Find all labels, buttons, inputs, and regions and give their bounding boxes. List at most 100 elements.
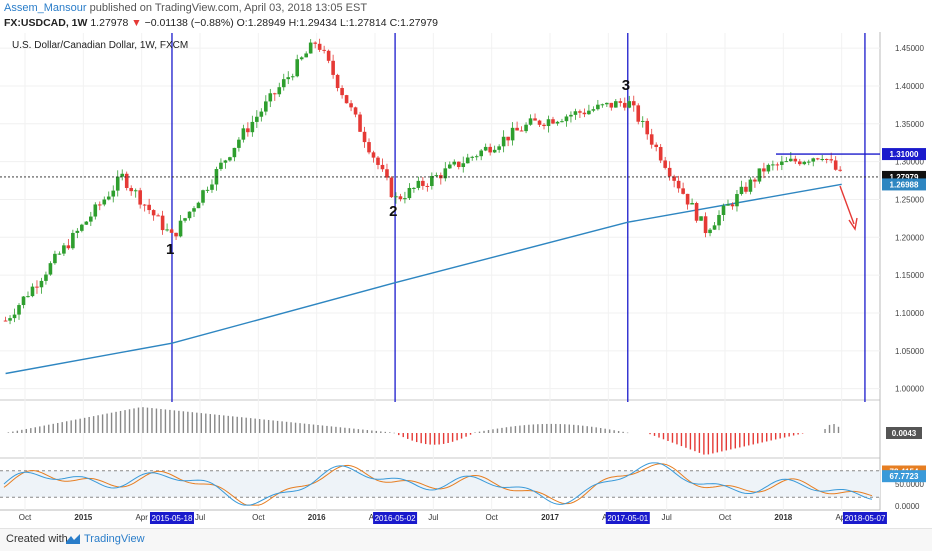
histogram-bar — [43, 425, 45, 433]
time-tick-label: Apr — [135, 513, 148, 522]
candle-body — [97, 204, 102, 206]
histogram-bar — [290, 422, 292, 433]
candle-body — [430, 176, 434, 187]
candle-body — [237, 139, 241, 148]
histogram-bar — [739, 433, 741, 448]
price-tick-label: 1.45000 — [895, 44, 924, 53]
histogram-bar — [721, 433, 723, 452]
histogram-bar — [496, 428, 499, 433]
histogram-bar — [613, 430, 615, 433]
histogram-bar — [281, 421, 283, 433]
histogram-bar — [272, 420, 274, 433]
candle-body — [272, 93, 277, 95]
price-axis[interactable]: 1.45000 1.40000 1.35000 1.30000 1.25000 1.200… — [895, 44, 924, 394]
time-tick-label: Jul — [195, 513, 205, 522]
histogram-bar — [837, 426, 840, 433]
histogram-bar — [577, 425, 579, 433]
histogram-bar — [514, 426, 517, 433]
tradingview-logo-icon — [66, 534, 80, 544]
candle-body — [519, 130, 524, 132]
candle-body — [537, 120, 542, 125]
candle-body — [228, 157, 232, 161]
histogram-bar — [187, 411, 189, 433]
publish-info: Assem_Mansour published on TradingView.c… — [4, 2, 367, 14]
histogram-bar — [200, 413, 203, 433]
histogram-bar — [752, 433, 754, 445]
histogram-bar — [649, 433, 651, 435]
candle-body — [416, 180, 421, 188]
histogram-bar — [16, 430, 19, 433]
histogram-bar — [757, 433, 759, 444]
wave-label: 1 — [166, 241, 174, 258]
histogram-bar — [568, 424, 570, 433]
histogram-bar — [321, 425, 324, 433]
histogram-bar — [66, 421, 68, 433]
histogram-bar — [743, 433, 745, 447]
histogram-value: 0.0043 — [892, 429, 917, 438]
price-label-box — [882, 178, 926, 191]
candle-body — [443, 168, 448, 179]
arrow-head-icon — [848, 217, 858, 231]
histogram-bar — [57, 422, 59, 433]
stoch-k-line — [3, 462, 873, 506]
candle-body — [8, 318, 12, 321]
histogram-bar — [348, 428, 351, 433]
candle-body — [156, 215, 160, 217]
time-tick-label: 2015 — [74, 513, 92, 522]
histogram-bar — [169, 409, 171, 433]
candle-body — [510, 127, 515, 141]
histogram-bar — [712, 433, 714, 454]
histogram-bar — [541, 424, 544, 433]
candle-body — [39, 280, 44, 288]
histogram-bar — [79, 418, 81, 433]
histogram-bar — [299, 423, 301, 433]
histogram-bar — [39, 426, 41, 433]
histogram-bar — [362, 429, 364, 433]
author-link[interactable]: Assem_Mansour — [4, 2, 87, 14]
candle-body — [560, 121, 564, 123]
price-tick-label: 1.35000 — [895, 120, 924, 129]
histogram-bar — [173, 410, 176, 433]
tradingview-brand[interactable]: TradingView — [84, 533, 145, 545]
candle-body — [717, 215, 721, 226]
candle-body — [304, 53, 308, 58]
histogram-bar — [492, 429, 494, 433]
candle-body — [48, 263, 53, 275]
histogram-bar — [101, 414, 104, 433]
histogram-bar — [801, 433, 804, 434]
candle-body — [492, 149, 497, 153]
candle-body — [246, 128, 250, 133]
histogram-bar — [586, 426, 588, 433]
candle-body — [147, 204, 151, 211]
candle-body — [111, 190, 116, 197]
date-highlight-label: 2016-05-02 — [375, 514, 416, 523]
chart-area[interactable]: 123 1.450001.400001.350001.300001.250001… — [0, 32, 932, 528]
histogram-bar — [398, 433, 400, 436]
candle-body — [376, 157, 380, 165]
histogram-bar — [833, 424, 835, 433]
candle-body — [138, 190, 142, 205]
candle-body — [142, 204, 147, 206]
histogram-bar — [416, 433, 418, 443]
histogram-bar — [128, 409, 131, 433]
histogram-bar — [591, 426, 593, 433]
histogram-bar — [303, 423, 306, 433]
candle-body — [255, 116, 259, 122]
candle-body — [555, 121, 560, 124]
candle-body — [205, 189, 210, 191]
candle-body — [412, 187, 416, 189]
time-axis[interactable]: Oct2015AprJulOct2016AprJulOct2017AprJulO… — [19, 512, 887, 524]
histogram-bar — [680, 433, 683, 447]
histogram-bar — [25, 428, 28, 433]
candle-body — [196, 202, 201, 209]
candle-body — [564, 116, 569, 122]
publish-text: published on TradingView.com, April 03, … — [89, 2, 368, 14]
candle-body — [286, 77, 291, 80]
trend-arrow[interactable] — [839, 185, 858, 231]
candle-body — [627, 101, 632, 108]
histogram-bar — [375, 430, 378, 433]
candle-body — [250, 121, 255, 133]
candle-body — [259, 111, 264, 117]
candle-body — [344, 95, 349, 104]
histogram-bar — [828, 424, 831, 433]
